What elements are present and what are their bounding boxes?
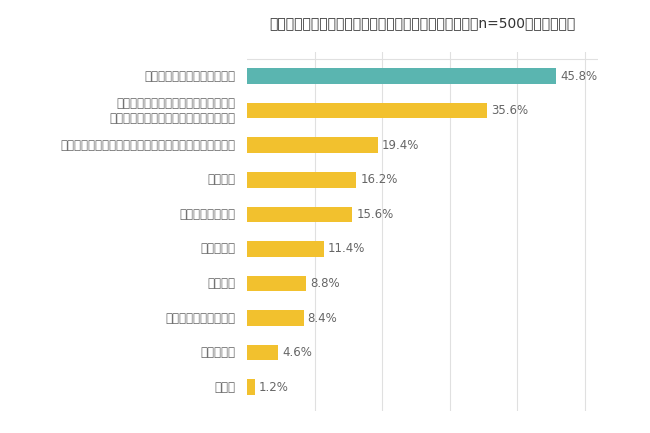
Title: 勤務先で従業員がテレワークの対象となるための条件（n=500，複数回答）: 勤務先で従業員がテレワークの対象となるための条件（n=500，複数回答） xyxy=(269,16,576,30)
Text: 45.8%: 45.8% xyxy=(560,70,597,83)
Text: 16.2%: 16.2% xyxy=(360,173,398,186)
Text: 19.4%: 19.4% xyxy=(382,139,419,152)
Text: 4.6%: 4.6% xyxy=(282,346,312,359)
Bar xyxy=(247,310,304,326)
Bar xyxy=(247,172,356,187)
Bar xyxy=(247,345,278,360)
Bar xyxy=(247,379,255,395)
Bar xyxy=(247,241,324,257)
Text: 35.6%: 35.6% xyxy=(491,104,528,117)
Bar xyxy=(247,207,352,222)
Bar xyxy=(247,103,488,119)
Text: 1.2%: 1.2% xyxy=(259,381,289,394)
Text: 11.4%: 11.4% xyxy=(328,242,365,255)
Bar xyxy=(247,276,306,291)
Text: 15.6%: 15.6% xyxy=(356,208,394,221)
Bar xyxy=(247,68,556,84)
Text: 8.4%: 8.4% xyxy=(307,312,337,325)
Text: 8.8%: 8.8% xyxy=(311,277,340,290)
Bar xyxy=(247,137,378,153)
